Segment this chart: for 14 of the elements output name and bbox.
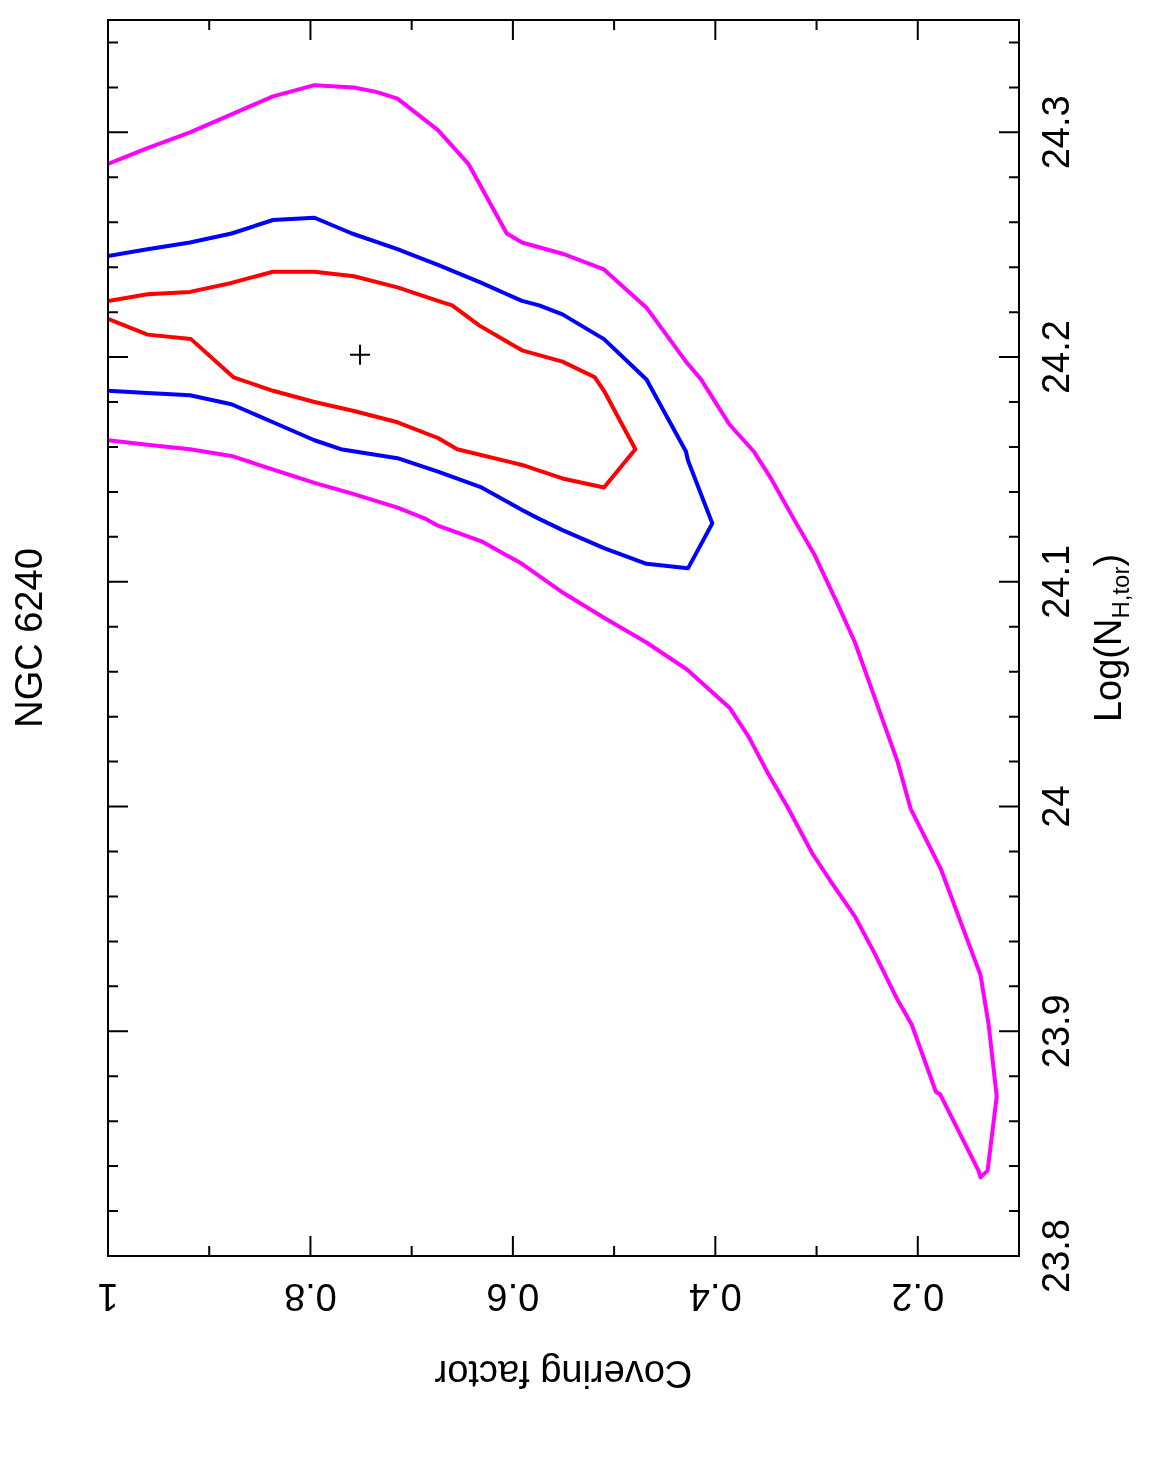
x-tick-label: 0.2 (891, 1275, 945, 1318)
x-tick-label: 0.6 (486, 1275, 540, 1318)
y-tick-label: 24 (1035, 785, 1078, 828)
y-tick-label: 23.9 (1035, 994, 1078, 1069)
text: NGC 6240 (8, 548, 51, 728)
y-tick-label: 24.1 (1035, 544, 1078, 619)
y-tick-label: 24.3 (1035, 95, 1078, 170)
y-tick-label: 23.8 (1035, 1219, 1078, 1293)
y-axis-title: Log(NH,tor) (1087, 553, 1135, 723)
x-tick-label: 0.8 (284, 1275, 337, 1318)
x-tick-label: 0.4 (688, 1275, 742, 1318)
y-tick-label: 24.2 (1035, 320, 1078, 395)
x-tick-label: 1 (97, 1275, 119, 1318)
x-axis-title: Covering factor (434, 1352, 693, 1395)
